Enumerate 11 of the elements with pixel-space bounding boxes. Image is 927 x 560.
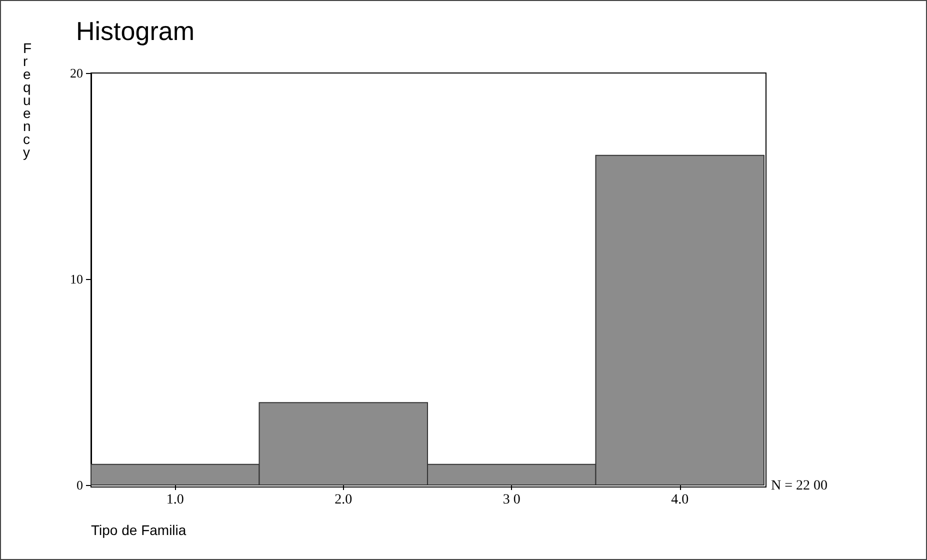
x-tick-label: 2.0 [334,492,352,508]
text: Frequency [23,40,32,160]
y-tick-label: 0 [76,478,83,492]
x-tick-label: 1.0 [166,492,184,508]
y-tick-label: 20 [70,66,83,80]
text: N = 22 00 [771,478,828,494]
chart-title: Histogram [76,16,194,46]
y-tick-label: 10 [70,272,83,286]
x-tick-label: 3 0 [502,492,520,508]
x-axis-title: Tipo de Familia [91,522,186,538]
x-tick-label: 4.0 [671,492,689,508]
